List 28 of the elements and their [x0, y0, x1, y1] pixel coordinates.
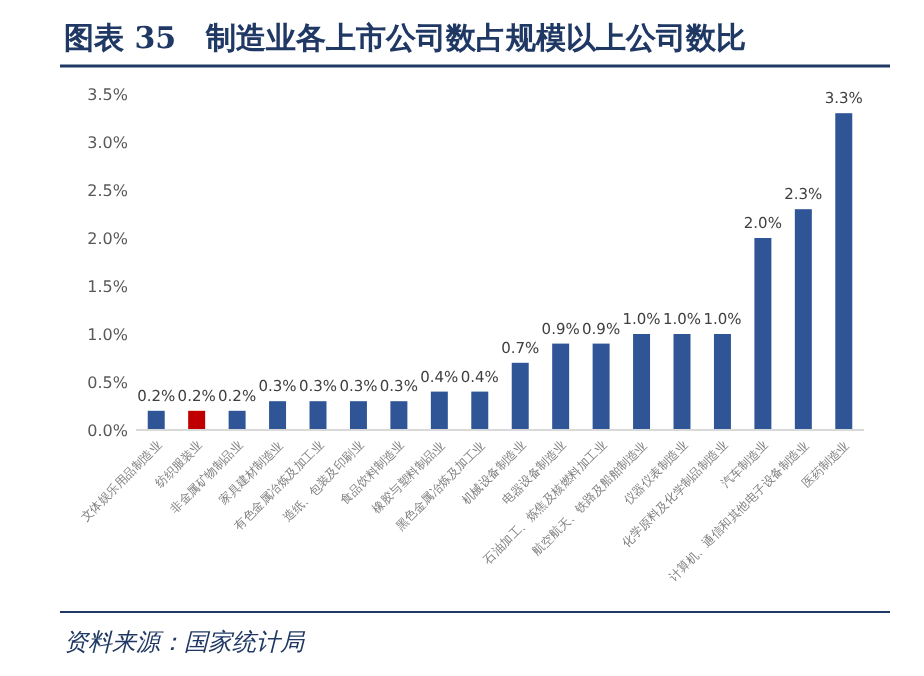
bar	[309, 401, 327, 430]
text: 资料来源：国家统计局	[64, 628, 306, 656]
y-tick-label: 3.0%	[87, 134, 129, 152]
bar	[633, 334, 651, 430]
bar	[552, 343, 570, 430]
y-tick-label: 3.5%	[87, 86, 129, 104]
bar	[794, 209, 812, 430]
y-tick-label: 1.5%	[87, 278, 129, 296]
bar	[835, 113, 853, 430]
bar	[511, 362, 529, 430]
y-tick-label: 0.5%	[87, 374, 129, 392]
bar	[228, 410, 246, 430]
bar	[147, 410, 165, 430]
chart-title: 图表 35 制造业各上市公司数占规模以上公司数比	[64, 20, 747, 56]
bar	[673, 334, 691, 430]
bar	[390, 401, 408, 430]
bar	[592, 343, 610, 430]
bar	[471, 391, 489, 430]
y-tick-label: 2.0%	[87, 230, 129, 248]
bar	[269, 401, 287, 430]
bar	[430, 391, 448, 430]
bar	[754, 238, 772, 430]
bar	[349, 401, 367, 430]
bar	[713, 334, 731, 430]
y-tick-label: 2.5%	[87, 182, 129, 200]
y-tick-label: 0.0%	[87, 422, 129, 440]
bar	[188, 410, 206, 430]
y-tick-label: 1.0%	[87, 326, 129, 344]
